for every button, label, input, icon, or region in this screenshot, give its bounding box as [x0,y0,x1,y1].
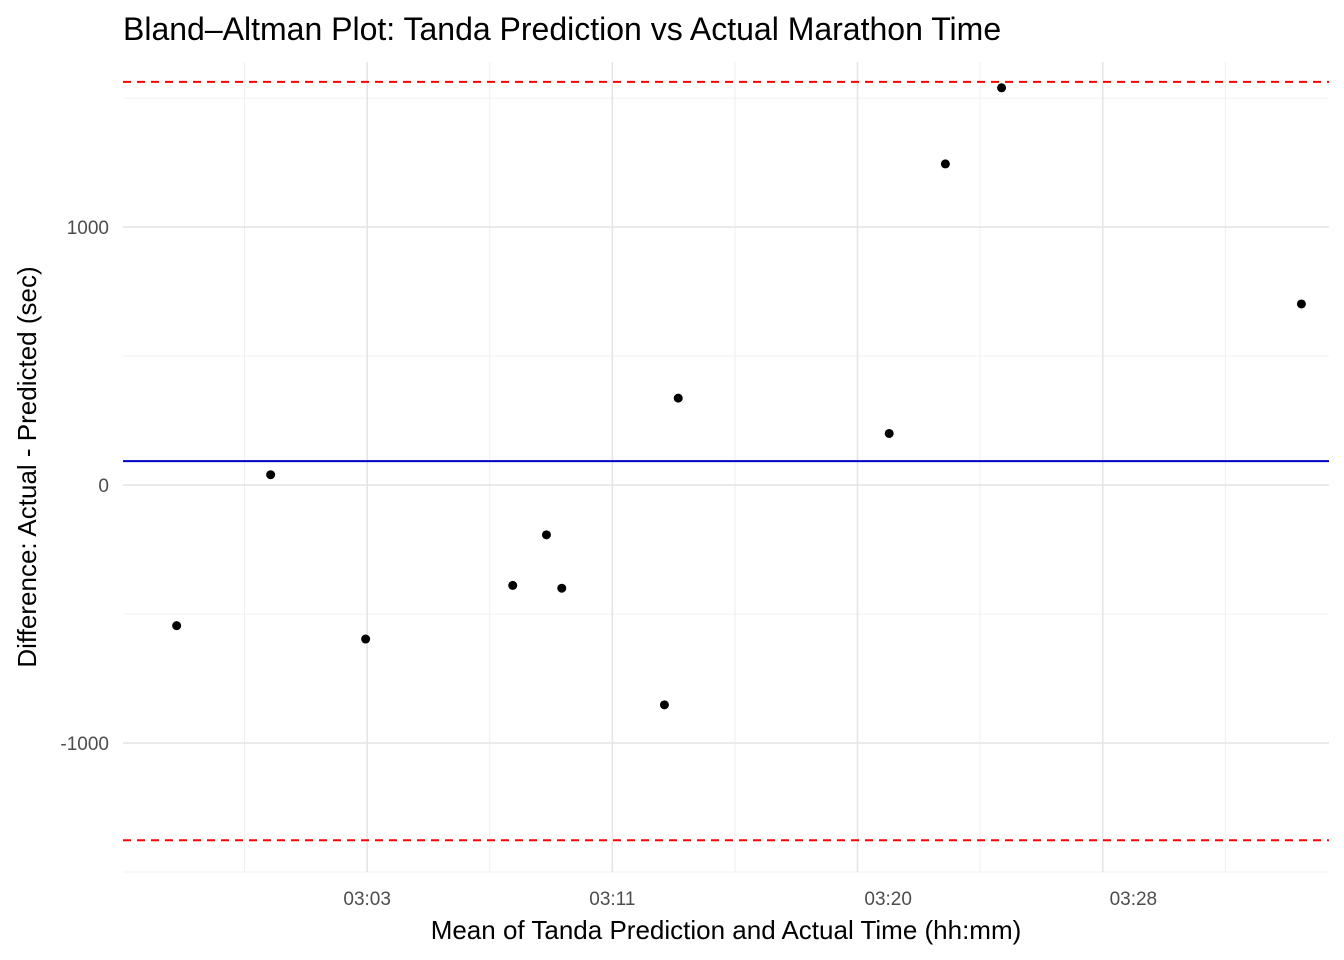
x-axis-tick-labels: 03:03 03:11 03:20 03:28 [343,889,1157,910]
x-tick-label: 03:03 [343,889,391,910]
data-point [659,700,669,710]
data-point [361,634,371,644]
y-tick-label: 0 [98,476,109,497]
x-axis-title: Mean of Tanda Prediction and Actual Time… [431,915,1022,945]
y-axis-title: Difference: Actual - Predicted (sec) [12,266,42,667]
reference-lines [123,80,1329,842]
chart-title: Bland–Altman Plot: Tanda Prediction vs A… [123,11,1001,47]
data-point [997,83,1007,93]
data-point [673,393,683,403]
major-gridlines [123,62,1329,872]
data-point [1296,299,1306,309]
data-point [541,530,551,540]
data-point [266,470,276,480]
x-tick-label: 03:11 [589,889,635,910]
y-axis-tick-labels: -1000 0 1000 [60,218,109,755]
data-point [557,583,567,593]
y-tick-label: 1000 [67,218,109,239]
data-point [508,580,518,590]
data-point [172,621,182,631]
x-tick-label: 03:20 [864,889,912,910]
y-tick-label: -1000 [60,734,109,755]
data-point [884,428,894,438]
data-point [940,159,950,169]
data-points [172,83,1306,710]
minor-gridlines [123,62,1329,873]
x-tick-label: 03:28 [1110,889,1158,910]
